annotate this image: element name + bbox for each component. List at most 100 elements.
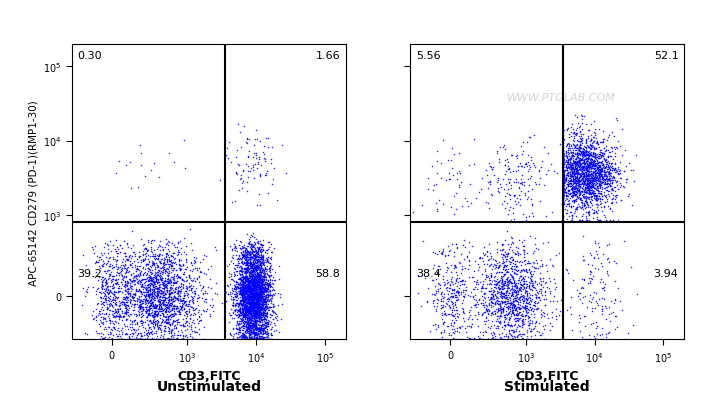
- Point: [577, 173, 589, 180]
- Point: [145, 286, 156, 293]
- Point: [582, 149, 594, 155]
- Point: [108, 325, 120, 332]
- Point: [541, 296, 552, 302]
- Point: [593, 171, 604, 178]
- Point: [243, 320, 255, 326]
- Point: [585, 184, 596, 191]
- Point: [557, 312, 569, 319]
- Point: [503, 290, 515, 297]
- Point: [254, 296, 266, 303]
- Point: [510, 305, 522, 312]
- Point: [594, 180, 606, 186]
- Point: [251, 297, 262, 303]
- Point: [463, 263, 474, 269]
- Point: [603, 169, 614, 176]
- Point: [245, 325, 256, 331]
- Point: [94, 265, 106, 271]
- Point: [238, 265, 250, 272]
- Point: [165, 302, 176, 308]
- Point: [138, 276, 150, 283]
- Point: [269, 166, 280, 172]
- Point: [588, 165, 599, 172]
- Point: [608, 184, 620, 191]
- Point: [119, 265, 130, 272]
- Point: [158, 298, 170, 304]
- Point: [486, 166, 498, 173]
- Point: [595, 172, 607, 178]
- Point: [574, 181, 585, 188]
- Point: [557, 121, 569, 127]
- Point: [118, 313, 130, 320]
- Point: [238, 301, 249, 308]
- Point: [258, 293, 270, 299]
- Point: [582, 183, 593, 190]
- Point: [251, 330, 262, 337]
- Point: [578, 256, 590, 263]
- Point: [577, 171, 588, 178]
- Point: [572, 142, 583, 149]
- Point: [576, 141, 588, 147]
- Point: [454, 261, 466, 267]
- Point: [486, 191, 498, 198]
- Point: [242, 277, 253, 284]
- Point: [582, 152, 594, 159]
- Point: [575, 184, 586, 191]
- Point: [452, 288, 464, 294]
- Point: [122, 294, 133, 300]
- Point: [248, 316, 259, 322]
- Point: [240, 252, 252, 259]
- Point: [133, 303, 145, 310]
- Point: [252, 299, 264, 306]
- Point: [569, 189, 580, 195]
- Point: [577, 164, 589, 171]
- Point: [238, 286, 250, 292]
- Point: [253, 138, 265, 144]
- Point: [502, 334, 513, 340]
- Point: [572, 151, 583, 158]
- Point: [582, 194, 594, 200]
- Point: [140, 331, 152, 337]
- Point: [500, 294, 512, 301]
- Point: [599, 164, 611, 171]
- Point: [168, 274, 179, 281]
- Point: [246, 268, 258, 275]
- Point: [258, 284, 270, 290]
- Point: [244, 273, 256, 280]
- Point: [163, 293, 175, 299]
- Point: [592, 173, 603, 180]
- Point: [210, 281, 222, 287]
- Point: [589, 173, 600, 180]
- Point: [569, 184, 580, 191]
- Point: [511, 285, 523, 292]
- Point: [490, 310, 501, 316]
- Point: [163, 290, 175, 296]
- Point: [604, 183, 616, 189]
- Point: [240, 311, 252, 317]
- Point: [141, 275, 153, 282]
- Point: [251, 311, 262, 318]
- Point: [246, 289, 257, 295]
- Point: [495, 184, 507, 191]
- Point: [238, 320, 249, 326]
- Point: [238, 297, 250, 304]
- Point: [225, 306, 237, 312]
- Point: [254, 288, 266, 294]
- Point: [485, 288, 497, 295]
- Point: [557, 171, 569, 178]
- Point: [255, 301, 266, 307]
- Point: [241, 305, 253, 312]
- Point: [575, 217, 586, 224]
- Point: [566, 213, 577, 220]
- Point: [253, 330, 264, 336]
- Point: [264, 272, 275, 279]
- Point: [578, 180, 590, 187]
- Point: [256, 283, 268, 290]
- Point: [557, 192, 569, 199]
- Point: [560, 178, 572, 185]
- Point: [134, 336, 145, 343]
- Point: [97, 301, 109, 307]
- Point: [564, 171, 576, 178]
- Point: [561, 162, 572, 169]
- Point: [251, 270, 263, 276]
- Point: [188, 336, 199, 343]
